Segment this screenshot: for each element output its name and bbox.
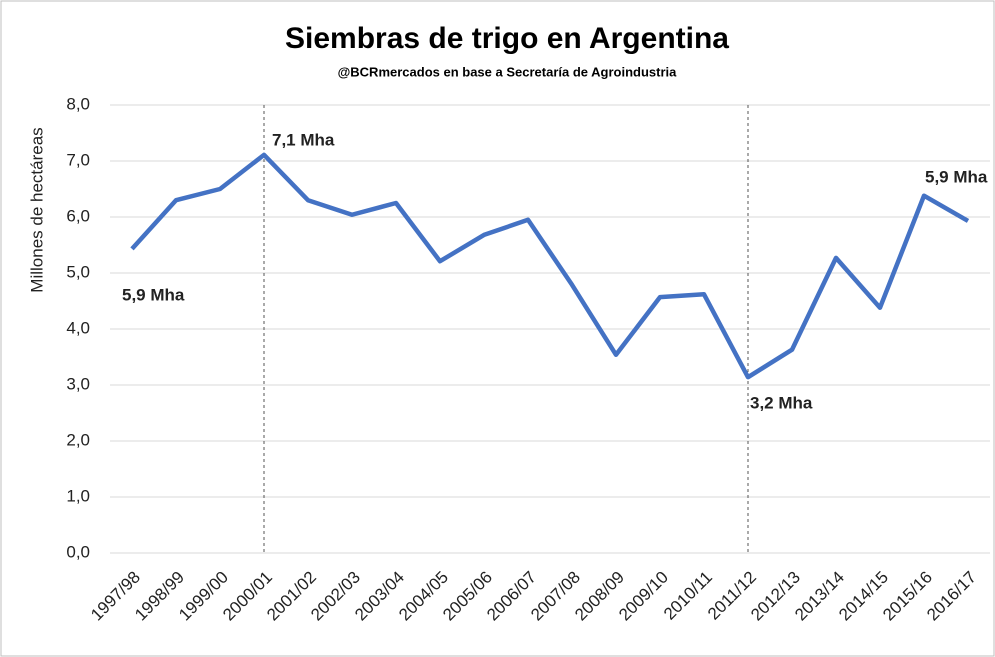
y-tick-label: 4,0: [66, 318, 90, 337]
annotation: 5,9 Mha: [925, 167, 988, 186]
y-tick-label: 6,0: [66, 206, 90, 225]
data-line: [130, 152, 970, 380]
y-tick-label: 0,0: [66, 542, 90, 561]
y-tick-label: 8,0: [66, 94, 90, 113]
y-tick-label: 7,0: [66, 150, 90, 169]
y-tick-label: 5,0: [66, 262, 90, 281]
annotation: 3,2 Mha: [750, 393, 813, 412]
chart-subtitle: @BCRmercados en base a Secretaría de Agr…: [338, 64, 678, 79]
annotation: 5,9 Mha: [122, 285, 185, 304]
y-tick-label: 3,0: [66, 374, 90, 393]
chart-title: Siembras de trigo en Argentina: [285, 22, 729, 55]
y-axis-label: Millones de hectáreas: [27, 127, 46, 292]
y-tick-label: 1,0: [66, 486, 90, 505]
annotation: 7,1 Mha: [272, 130, 335, 149]
y-tick-label: 2,0: [66, 430, 90, 449]
